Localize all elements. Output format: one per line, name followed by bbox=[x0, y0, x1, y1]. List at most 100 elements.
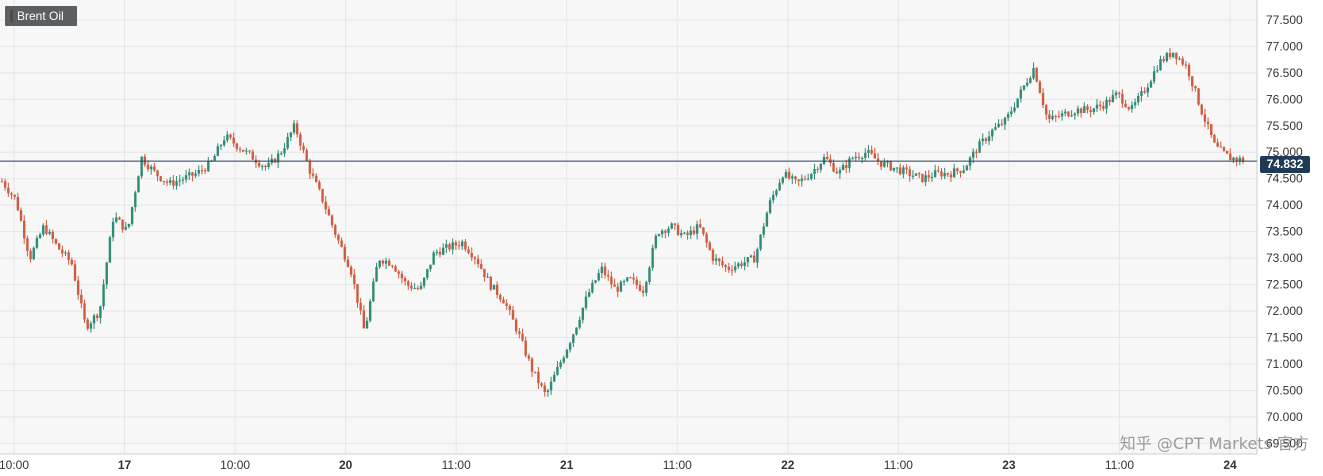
candle-body bbox=[930, 177, 934, 179]
candle-body bbox=[762, 226, 765, 235]
candle-body bbox=[1086, 106, 1089, 111]
y-tick-label: 76.000 bbox=[1266, 92, 1303, 106]
candle-body bbox=[368, 301, 372, 321]
candle-body bbox=[987, 136, 991, 142]
candle-body bbox=[984, 138, 988, 142]
candle-body bbox=[99, 306, 102, 318]
candle-body bbox=[89, 323, 93, 329]
candle-body bbox=[445, 244, 448, 248]
candle-body bbox=[1089, 110, 1092, 113]
candle-body bbox=[556, 366, 559, 375]
candle-body bbox=[1143, 91, 1146, 93]
candle-body bbox=[864, 152, 867, 158]
candle-body bbox=[768, 200, 772, 213]
candle-body bbox=[695, 224, 699, 234]
candle-body bbox=[213, 155, 216, 161]
candle-body bbox=[267, 162, 270, 168]
candle-body bbox=[680, 233, 683, 236]
y-tick-label: 75.000 bbox=[1266, 145, 1303, 159]
candle-body bbox=[997, 123, 1000, 128]
candle-body bbox=[1029, 78, 1032, 83]
candle-body bbox=[194, 173, 197, 176]
candle-body bbox=[946, 173, 950, 175]
y-tick-label: 71.500 bbox=[1266, 331, 1303, 345]
candle-body bbox=[1051, 115, 1054, 120]
y-tick-label: 70.500 bbox=[1266, 383, 1303, 397]
candle-body bbox=[299, 134, 302, 146]
candle-body bbox=[1178, 58, 1181, 60]
candle-body bbox=[924, 175, 927, 183]
candle-body bbox=[302, 145, 305, 151]
candle-body bbox=[714, 258, 718, 261]
candle-body bbox=[1092, 108, 1096, 113]
candle-body bbox=[1210, 124, 1213, 136]
candle-body bbox=[803, 178, 807, 180]
candle-body bbox=[102, 284, 105, 307]
candle-body bbox=[169, 180, 172, 183]
candle-body bbox=[502, 299, 505, 304]
candle-body bbox=[337, 234, 340, 241]
candle-body bbox=[724, 265, 727, 268]
x-tick-label: 22 bbox=[781, 458, 795, 472]
candle-body bbox=[121, 219, 124, 230]
candle-body bbox=[797, 179, 800, 182]
candle-body bbox=[534, 371, 537, 373]
candle-body bbox=[1133, 102, 1137, 106]
candle-body bbox=[965, 165, 969, 171]
candle-body bbox=[483, 268, 486, 278]
candle-body bbox=[451, 242, 454, 250]
candle-body bbox=[667, 228, 670, 233]
candle-body bbox=[540, 383, 543, 386]
candle-body bbox=[867, 150, 870, 153]
x-tick-label: 23 bbox=[1002, 458, 1016, 472]
candle-body bbox=[584, 296, 588, 308]
candle-body bbox=[562, 357, 565, 363]
candle-body bbox=[426, 269, 429, 278]
candle-body bbox=[692, 230, 696, 234]
candle-body bbox=[886, 161, 889, 163]
candle-body bbox=[940, 171, 943, 177]
candle-body bbox=[727, 267, 731, 270]
candle-body bbox=[232, 137, 235, 144]
candle-body bbox=[283, 148, 286, 154]
candle-body bbox=[749, 255, 753, 258]
candle-body bbox=[280, 153, 283, 155]
x-tick-label: 17 bbox=[118, 458, 132, 472]
y-tick-label: 75.500 bbox=[1266, 119, 1303, 133]
candle-body bbox=[70, 259, 74, 265]
candle-body bbox=[794, 176, 797, 180]
candle-body bbox=[626, 277, 629, 281]
candle-body bbox=[238, 148, 242, 150]
y-tick-label: 74.000 bbox=[1266, 198, 1303, 212]
candle-body bbox=[1216, 142, 1219, 147]
candle-body bbox=[740, 263, 743, 266]
candle-body bbox=[276, 153, 280, 163]
candle-body bbox=[568, 343, 572, 350]
candle-body bbox=[80, 294, 83, 304]
candle-body bbox=[1038, 81, 1042, 94]
candle-body bbox=[765, 212, 769, 227]
candle-body bbox=[816, 168, 819, 170]
candle-body bbox=[994, 127, 997, 130]
candle-body bbox=[1200, 104, 1203, 115]
candle-body bbox=[521, 333, 524, 341]
candle-body bbox=[559, 362, 562, 367]
plot-area bbox=[0, 0, 1257, 454]
y-tick-label: 77.500 bbox=[1266, 13, 1303, 27]
candle-body bbox=[286, 136, 289, 149]
candle-body bbox=[394, 266, 397, 272]
candle-body bbox=[895, 167, 899, 169]
candle-body bbox=[105, 262, 108, 285]
candle-body bbox=[918, 173, 921, 175]
candle-body bbox=[1010, 111, 1013, 115]
candle-body bbox=[952, 168, 956, 178]
candle-body bbox=[654, 235, 658, 248]
candle-body bbox=[470, 253, 473, 258]
candle-body bbox=[899, 167, 902, 175]
candle-body bbox=[721, 261, 724, 266]
candle-body bbox=[454, 242, 458, 246]
candle-body bbox=[1070, 115, 1073, 117]
candle-body bbox=[1102, 106, 1105, 109]
candle-body bbox=[1079, 108, 1083, 113]
candle-body bbox=[1156, 70, 1159, 72]
